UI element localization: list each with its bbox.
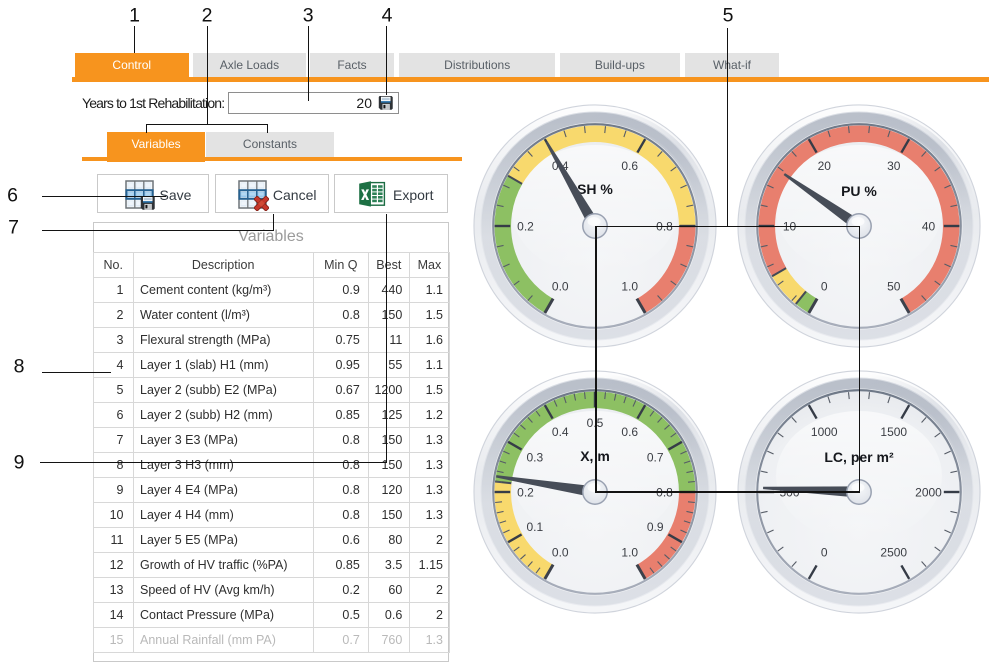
svg-text:0.2: 0.2	[517, 485, 534, 499]
svg-text:0.1: 0.1	[527, 520, 544, 534]
svg-text:PU %: PU %	[841, 183, 877, 199]
svg-text:20: 20	[817, 159, 831, 173]
svg-text:0.3: 0.3	[527, 450, 544, 464]
svg-text:1500: 1500	[880, 425, 907, 439]
svg-text:0.9: 0.9	[647, 520, 664, 534]
svg-text:0.7: 0.7	[647, 450, 664, 464]
svg-text:0.0: 0.0	[552, 280, 569, 294]
svg-text:1.0: 1.0	[622, 545, 639, 559]
svg-text:50: 50	[887, 280, 901, 294]
svg-text:1000: 1000	[810, 425, 837, 439]
svg-text:0.6: 0.6	[622, 425, 639, 439]
svg-text:2000: 2000	[915, 485, 942, 499]
svg-text:0.0: 0.0	[552, 545, 569, 559]
svg-text:40: 40	[921, 220, 935, 234]
svg-text:2500: 2500	[880, 545, 907, 559]
svg-text:0.2: 0.2	[517, 220, 534, 234]
svg-text:0: 0	[821, 545, 828, 559]
svg-text:0: 0	[821, 280, 828, 294]
svg-text:1.0: 1.0	[622, 280, 639, 294]
svg-text:0.4: 0.4	[552, 425, 569, 439]
svg-text:0.6: 0.6	[622, 159, 639, 173]
svg-text:SH %: SH %	[577, 181, 613, 197]
svg-text:30: 30	[887, 159, 901, 173]
